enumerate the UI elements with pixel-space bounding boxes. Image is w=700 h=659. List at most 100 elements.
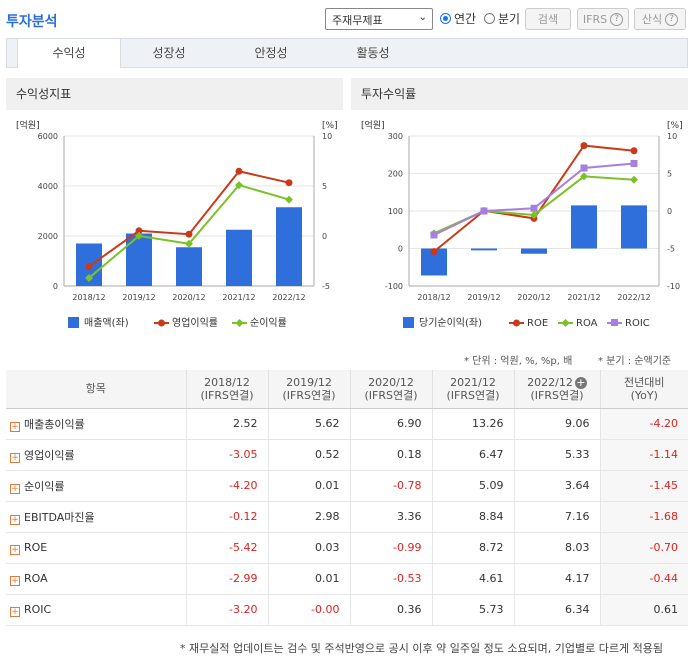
profitability-table: 항목 2018/12 (IFRS연결) 2019/12 (IFRS연결) 2020/…	[6, 370, 688, 626]
legend-marker	[561, 319, 570, 327]
search-button[interactable]: 검색	[525, 8, 571, 30]
statement-type-select[interactable]: 주재무제표 ⌄	[325, 8, 433, 30]
value-cell: -0.00	[267, 594, 350, 626]
value-cell: 8.72	[431, 532, 514, 564]
tab-profitability[interactable]: 수익성	[17, 38, 121, 68]
expand-row-icon[interactable]: +	[10, 544, 20, 555]
value-cell: 5.09	[431, 470, 514, 502]
x-tick-label: 2021/12	[222, 293, 255, 302]
y-right-tick-label: 5	[322, 182, 327, 191]
row-label-cell[interactable]: + EBITDA마진율	[6, 501, 186, 533]
row-label: ROE	[24, 540, 48, 554]
value-cell: 8.03	[513, 532, 600, 564]
y-left-tick-label: 6000	[38, 132, 58, 141]
radio-selected-icon	[440, 13, 451, 24]
value-cell: 0.18	[349, 439, 432, 471]
value-cell: 0.52	[267, 439, 350, 471]
bar	[571, 205, 597, 249]
formula-help-button[interactable]: 산식 ?	[634, 8, 686, 30]
value-cell: -5.42	[185, 532, 268, 564]
y-left-tick-label: 2000	[38, 232, 58, 241]
y-left-unit-label: [억원]	[361, 119, 385, 131]
value-cell: -0.12	[185, 501, 268, 533]
question-icon: ?	[665, 12, 679, 26]
question-icon: ?	[610, 12, 624, 26]
expand-row-icon[interactable]: +	[10, 606, 20, 617]
row-label-cell[interactable]: + 매출총이익률	[6, 408, 186, 440]
legend-marker	[513, 319, 520, 327]
x-tick-label: 2018/12	[417, 293, 450, 302]
section-title: 투자분석	[6, 14, 58, 30]
legend-label: ROA	[576, 318, 598, 329]
data-point	[580, 172, 588, 181]
y-right-unit-label: [%]	[322, 121, 338, 131]
expand-row-icon[interactable]: +	[10, 483, 20, 494]
data-point	[235, 167, 243, 175]
data-point	[630, 159, 638, 167]
x-tick-label: 2018/12	[72, 293, 105, 302]
row-label-cell[interactable]: + ROIC	[6, 594, 186, 626]
y-left-unit-label: [억원]	[16, 119, 40, 131]
value-cell: -1.45	[599, 470, 688, 502]
col-header-2021: 2021/12 (IFRS연결)	[431, 370, 514, 409]
row-label-cell[interactable]: + ROA	[6, 563, 186, 595]
row-label: 순이익률	[24, 479, 65, 493]
col-header-item: 항목	[6, 370, 186, 409]
returns-chart: [억원] [%] -100 0 100 200 300 -10 -5 0 5 10 2018/12 201…	[351, 110, 688, 345]
data-point	[285, 179, 293, 187]
table-row: + EBITDA마진율 -0.12 2.98 3.36 8.84 7.16 -1.68	[6, 501, 688, 533]
y-left-tick-label: -100	[385, 282, 403, 291]
ifrs-help-button[interactable]: IFRS ?	[577, 8, 629, 30]
value-cell: 8.84	[431, 501, 514, 533]
row-label-cell[interactable]: + 영업이익률	[6, 439, 186, 471]
legend-label: 매출액(좌)	[84, 317, 129, 329]
row-label-cell[interactable]: + ROE	[6, 532, 186, 564]
legend-marker	[158, 319, 165, 327]
radio-unselected-icon	[484, 13, 495, 24]
series-line	[433, 162, 635, 236]
legend-swatch	[68, 317, 79, 328]
y-left-tick-label: 0	[53, 282, 58, 291]
value-cell: -0.53	[349, 563, 432, 595]
row-label: ROIC	[24, 602, 52, 616]
panel-title-returns: 투자수익률	[351, 78, 688, 110]
legend-label: 영업이익률	[172, 316, 218, 329]
panel-title-profitability: 수익성지표	[6, 78, 343, 110]
data-point	[430, 231, 438, 239]
expand-row-icon[interactable]: +	[10, 452, 20, 463]
x-tick-label: 2019/12	[122, 293, 155, 302]
radio-quarter-label: 분기	[498, 12, 521, 26]
y-right-unit-label: [%]	[667, 121, 683, 131]
bar	[276, 207, 302, 286]
unit-note: * 단위 : 억원, %, %p, 배	[464, 356, 573, 367]
value-cell: -2.99	[185, 563, 268, 595]
radio-quarter[interactable]: 분기	[484, 10, 520, 27]
table-row: + 순이익률 -4.20 0.01 -0.78 5.09 3.64 -1.45	[6, 470, 688, 502]
tab-stability[interactable]: 안정성	[254, 46, 288, 60]
table-row: + 매출총이익률 2.52 5.62 6.90 13.26 9.06 -4.20	[6, 408, 688, 440]
tab-growth[interactable]: 성장성	[152, 46, 186, 60]
tab-activity[interactable]: 활동성	[356, 46, 390, 60]
col-header-2019: 2019/12 (IFRS연결)	[267, 370, 350, 409]
value-cell: 4.61	[431, 563, 514, 595]
expand-row-icon[interactable]: +	[10, 421, 20, 432]
value-cell: 5.73	[431, 594, 514, 626]
data-point	[580, 142, 588, 150]
value-cell: -0.78	[349, 470, 432, 502]
quarter-note: * 분기 : 순액기준	[598, 356, 672, 367]
expand-row-icon[interactable]: +	[10, 514, 20, 525]
select-value: 주재무제표	[332, 14, 383, 27]
bar	[176, 247, 202, 286]
value-cell: -1.68	[599, 501, 688, 533]
radio-annual[interactable]: 연간	[440, 10, 476, 27]
expand-columns-icon[interactable]: +	[574, 375, 587, 389]
x-tick-label: 2020/12	[517, 293, 550, 302]
table-row: + ROA -2.99 0.01 -0.53 4.61 4.17 -0.44	[6, 563, 688, 595]
profitability-chart: [억원] [%] 0 2000 4000 6000 -5 0 5 10 2018/12 2019/12…	[6, 110, 343, 345]
expand-row-icon[interactable]: +	[10, 575, 20, 586]
row-label-cell[interactable]: + 순이익률	[6, 470, 186, 502]
legend-swatch	[403, 317, 414, 328]
radio-annual-label: 연간	[454, 12, 477, 26]
legend-marker	[611, 319, 618, 326]
formula-button-label: 산식	[641, 13, 663, 26]
